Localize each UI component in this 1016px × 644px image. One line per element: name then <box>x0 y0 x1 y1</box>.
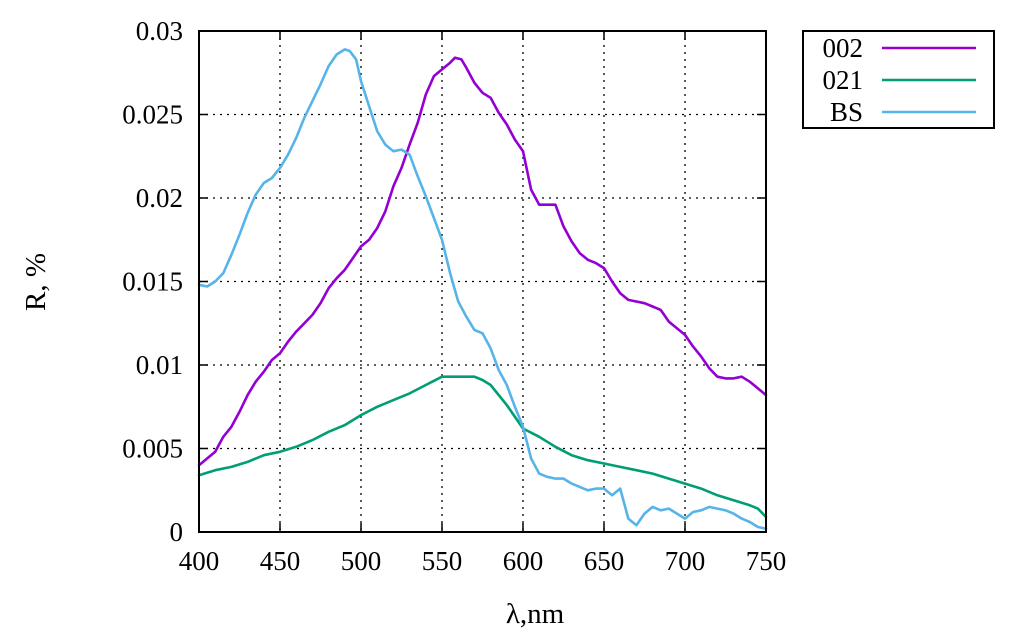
y-tick-label: 0.02 <box>136 183 183 213</box>
series-line-bs <box>197 48 768 531</box>
x-tick-label: 750 <box>746 546 787 576</box>
x-tick-labels: 400 450 500 550 600 650 700 750 <box>179 546 787 576</box>
y-tick-label: 0.005 <box>122 434 183 464</box>
x-tick-label: 500 <box>341 546 382 576</box>
y-axis-title: R, % <box>20 253 52 311</box>
y-tick-label: 0.01 <box>136 350 183 380</box>
x-axis-title: λ,nm <box>506 598 565 630</box>
plot-frame <box>198 30 767 533</box>
series-line-021 <box>197 375 768 519</box>
legend-label-021: 021 <box>823 65 864 95</box>
y-tick-labels: 0 0.005 0.01 0.015 0.02 0.025 0.03 <box>122 16 183 547</box>
x-tick-label: 400 <box>179 546 220 576</box>
y-tick-label: 0.025 <box>122 100 183 130</box>
x-tick-label: 650 <box>584 546 625 576</box>
x-tick-label: 600 <box>503 546 544 576</box>
series-group <box>197 48 768 531</box>
legend-label-bs: BS <box>830 97 863 127</box>
legend-label-002: 002 <box>823 33 864 63</box>
x-tick-label: 550 <box>422 546 463 576</box>
x-tick-label: 450 <box>260 546 301 576</box>
y-tick-label: 0.015 <box>122 267 183 297</box>
series-line-002 <box>197 56 768 467</box>
x-tick-label: 700 <box>665 546 706 576</box>
grid-lines <box>199 31 766 532</box>
y-tick-label: 0.03 <box>136 16 183 46</box>
y-tick-label: 0 <box>170 517 184 547</box>
